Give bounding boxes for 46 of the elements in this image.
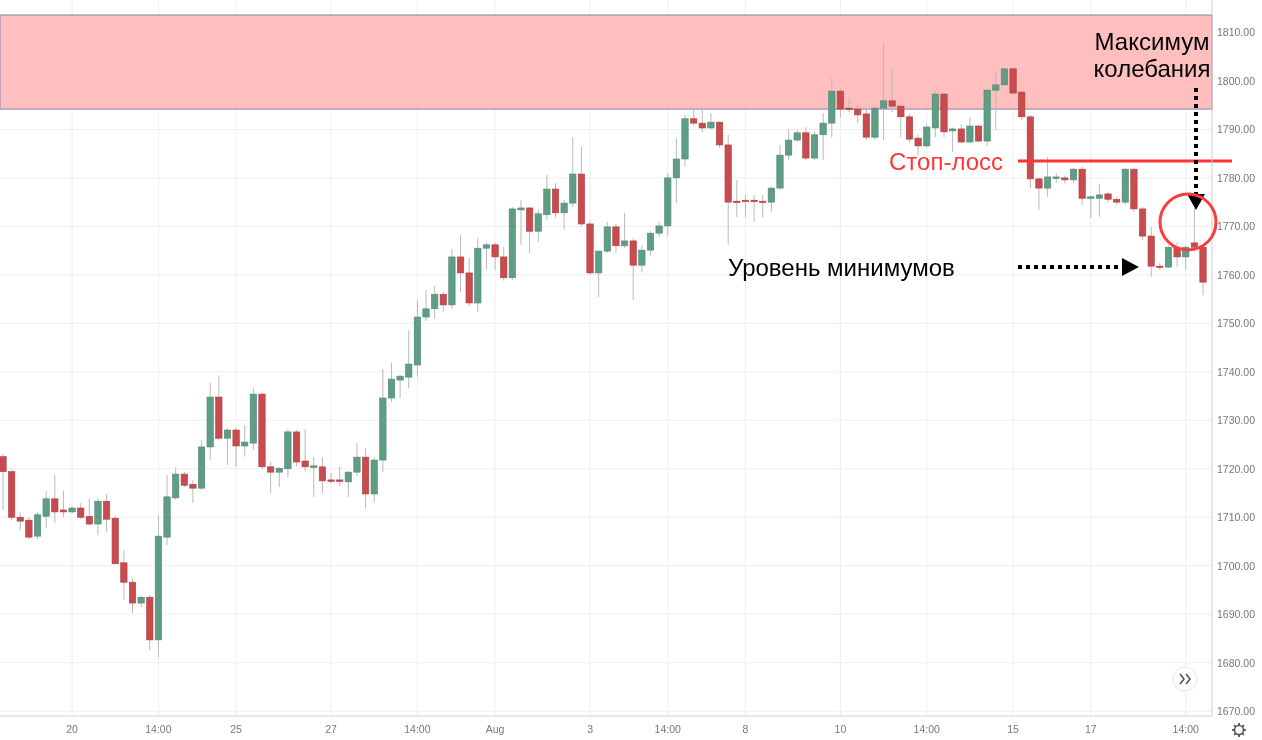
candlestick	[707, 112, 715, 130]
candlestick	[552, 182, 560, 219]
annotation: Максимум колебания	[1093, 28, 1211, 82]
y-tick-label: 1720.00	[1217, 462, 1256, 475]
x-tick-label: 10	[834, 723, 847, 735]
candlestick	[526, 206, 534, 254]
y-tick-label: 1810.00	[1217, 26, 1256, 39]
x-tick-label: 17	[1084, 723, 1097, 735]
candlestick	[949, 126, 957, 153]
candlestick	[439, 291, 447, 312]
ref-line-label: Стоп-лосс	[888, 147, 1003, 175]
candlestick	[621, 212, 629, 249]
y-tick-label: 1760.00	[1217, 268, 1256, 281]
x-tick-label: 20	[66, 723, 79, 735]
y-tick-label: 1680.00	[1217, 656, 1256, 669]
x-tick-label: 14:00	[913, 723, 941, 735]
x-tick-label: 27	[325, 723, 338, 735]
candlestick	[223, 427, 231, 466]
x-tick-label: 8	[742, 723, 749, 735]
y-tick-label: 1690.00	[1217, 608, 1256, 621]
candlestick	[612, 223, 620, 254]
x-tick-label: Aug	[485, 723, 505, 735]
candlestick	[966, 116, 974, 144]
x-tick-label: 14:00	[1172, 723, 1200, 735]
candlestick	[232, 427, 240, 468]
x-tick-label: 14:00	[654, 723, 682, 735]
candlestick	[1061, 174, 1069, 185]
y-tick-label: 1750.00	[1217, 317, 1256, 330]
y-tick-label: 1730.00	[1217, 414, 1256, 427]
y-tick-label: 1800.00	[1217, 74, 1256, 87]
annotation: Уровень минимумов	[728, 254, 955, 281]
x-tick-label: 14:00	[404, 723, 431, 735]
x-tick-label: 3	[587, 723, 594, 735]
y-tick-label: 1710.00	[1217, 511, 1256, 524]
x-tick-label: 14:00	[145, 723, 172, 735]
x-tick-label: 25	[230, 723, 243, 735]
y-tick-label: 1740.00	[1217, 365, 1256, 378]
y-tick-label: 1700.00	[1217, 559, 1256, 572]
x-tick-label: 15	[1007, 723, 1020, 735]
candlestick	[1190, 207, 1198, 249]
candlestick	[310, 456, 318, 498]
y-tick-label: 1770.00	[1217, 220, 1256, 233]
candlestick	[94, 497, 102, 536]
y-tick-label: 1670.00	[1217, 705, 1256, 718]
y-tick-label: 1780.00	[1217, 171, 1256, 184]
y-tick-label: 1790.00	[1217, 123, 1256, 136]
